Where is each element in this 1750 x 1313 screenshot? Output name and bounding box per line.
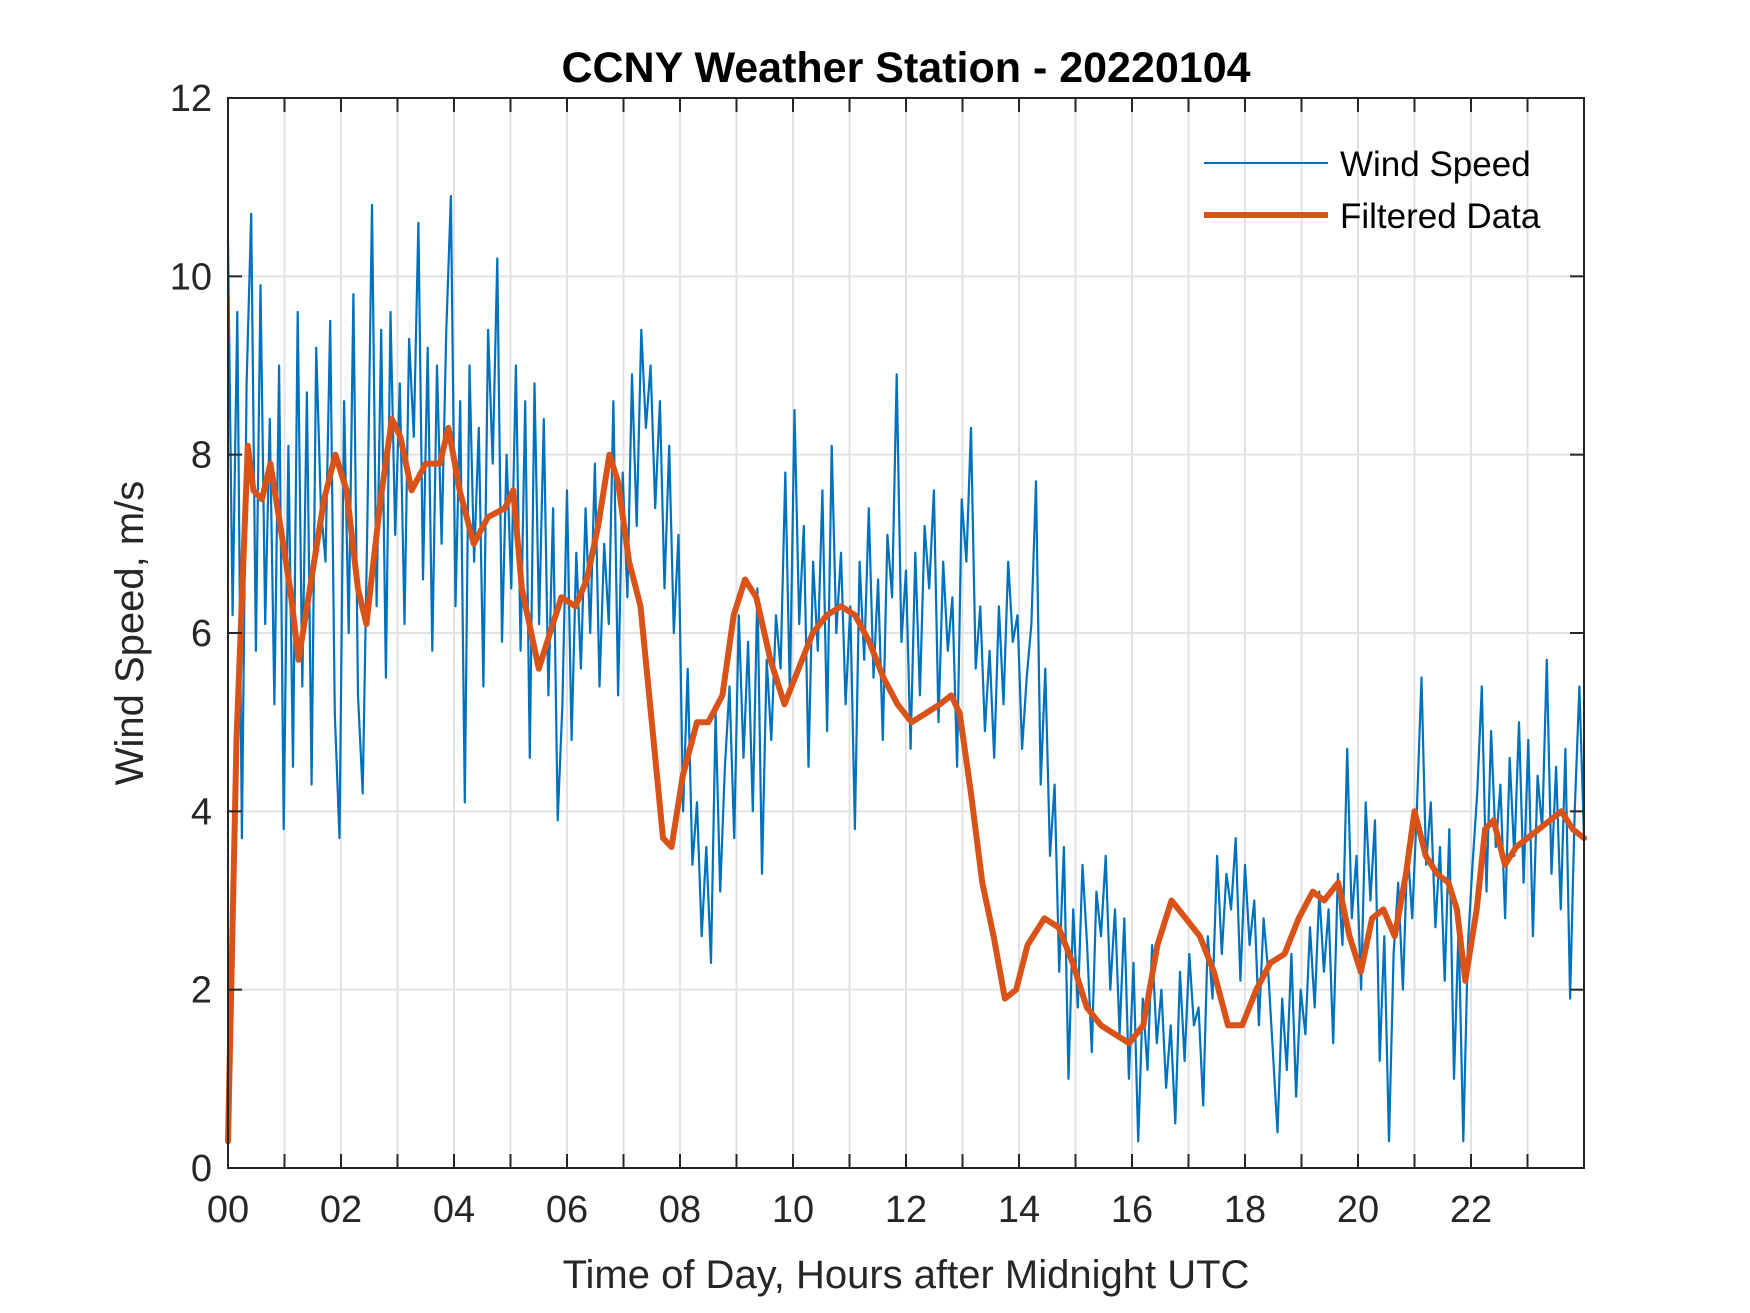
x-tick-label: 00 [207,1189,249,1231]
y-tick-label: 4 [191,791,212,833]
y-tick-label: 0 [191,1148,212,1190]
x-tick-label: 14 [998,1189,1040,1231]
x-tick-label: 22 [1450,1189,1492,1231]
chart-title: CCNY Weather Station - 20220104 [561,44,1250,92]
y-tick-label: 2 [191,970,212,1012]
series-line-filtered-data [225,416,1587,1145]
x-tick-label: 08 [659,1189,701,1231]
x-tick-label: 04 [433,1189,475,1231]
x-tick-label: 02 [320,1189,362,1231]
x-tick-label: 18 [1224,1189,1266,1231]
y-tick-label: 12 [170,78,212,120]
x-tick-label: 16 [1111,1189,1153,1231]
legend: Wind Speed Filtered Data [1204,145,1541,236]
series-layer [225,195,1587,1145]
y-tick-label: 6 [191,613,212,655]
y-axis-label: Wind Speed, m/s [108,481,152,786]
legend-label-filtered-data: Filtered Data [1340,197,1541,236]
axes [227,97,1585,1169]
legend-label-wind-speed: Wind Speed [1340,145,1531,184]
x-tick-label: 10 [772,1189,814,1231]
x-tick-label: 20 [1337,1189,1379,1231]
y-tick-label: 8 [191,435,212,477]
x-tick-label: 06 [546,1189,588,1231]
y-tick-label: 10 [170,256,212,298]
x-axis-label: Time of Day, Hours after Midnight UTC [563,1253,1250,1297]
x-tick-label: 12 [885,1189,927,1231]
